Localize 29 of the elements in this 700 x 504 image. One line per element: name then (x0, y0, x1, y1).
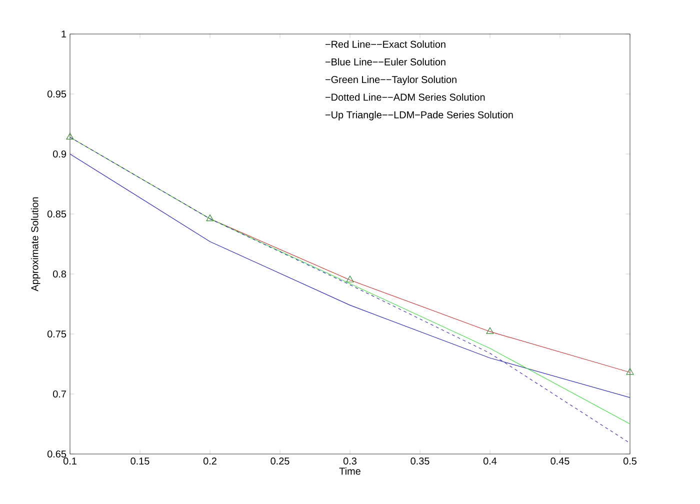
y-tick-label: 0.75 (47, 330, 66, 338)
annotation: −Up Triangle−−LDM−Pade Series Solution (325, 111, 513, 120)
x-tick-label: 0.4 (483, 458, 497, 465)
x-tick-label: 0.3 (343, 458, 356, 465)
x-tick-label: 0.5 (623, 458, 637, 465)
y-axis-title: Approximate Solution (30, 197, 40, 292)
y-tick-label: 0.8 (53, 270, 66, 278)
point (206, 214, 214, 222)
point (346, 276, 354, 282)
annotation: −Red Line−−Exact Solution (325, 40, 446, 48)
x-tick-label: 0.45 (550, 458, 570, 465)
x-tick-label: 0.1 (63, 458, 76, 465)
y-tick-label: 0.9 (53, 150, 66, 158)
annotation: −Green Line−−Taylor Solution (325, 76, 456, 86)
point (486, 327, 494, 334)
y-tick-label: 0.85 (47, 210, 66, 218)
x-tick-label: 0.25 (270, 458, 290, 465)
y-tick-label: 0.95 (47, 90, 66, 98)
x-tick-label: 0.2 (203, 458, 216, 465)
y-tick-label: 0.65 (47, 450, 66, 458)
x-tick-label: 0.15 (130, 458, 150, 465)
annotation: −Blue Line−−Euler Solution (325, 58, 446, 66)
y-tick-label: 1 (62, 30, 66, 38)
point (626, 368, 634, 375)
point (66, 132, 74, 140)
annotation: −Dotted Line−−ADM Series Solution (325, 93, 485, 101)
x-tick-label: 0.35 (410, 458, 430, 465)
x-axis-title: Time (339, 467, 360, 475)
y-tick-label: 0.7 (53, 390, 66, 398)
